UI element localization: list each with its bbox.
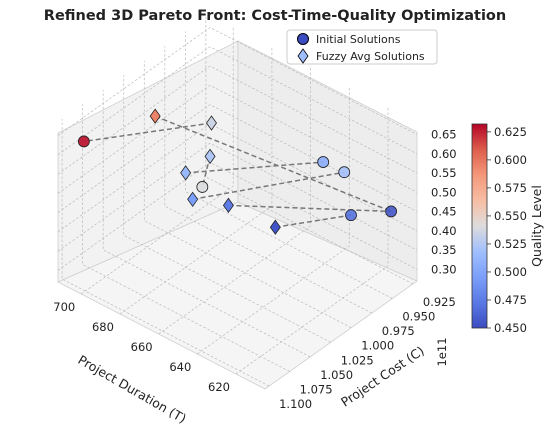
z-tick-label: 0.55 (431, 166, 457, 180)
initial-solution-point (317, 156, 330, 168)
z-tick-label: 0.30 (431, 262, 457, 276)
z-tick-label: 0.45 (431, 205, 457, 219)
x-tick-label: 0.975 (382, 324, 415, 338)
grid-line-x (205, 16, 414, 285)
y-tick-label: 680 (92, 320, 114, 334)
grid-line-x (123, 75, 331, 343)
colorbar-label: Quality Level (529, 185, 544, 267)
colorbar-tick-label: 0.600 (494, 153, 527, 167)
grid-line-z (57, 46, 418, 156)
y-tick-label: 620 (208, 380, 230, 394)
x-tick-label: 1.100 (279, 397, 312, 411)
grid-line-x (61, 119, 270, 387)
fuzzy-avg-point (222, 197, 234, 214)
colorbar-tick-label: 0.625 (494, 125, 527, 139)
legend-fuzzy-marker (297, 48, 309, 64)
grid-line-z (57, 27, 418, 136)
axis-ticks: 0.9250.9500.9751.0001.0251.0501.0751.100… (53, 127, 456, 411)
x-axis-offset-label: 1e11 (435, 337, 449, 366)
legend: Initial Solutions Fuzzy Avg Solutions (286, 29, 438, 65)
legend-box (286, 29, 438, 65)
grid-line-x (164, 46, 372, 314)
colorbar: 0.450 0.475 0.500 0.525 0.550 0.575 0.600 0.625… (471, 123, 544, 335)
x-tick-label: 1.025 (341, 353, 374, 367)
colorbar-tick-label: 0.575 (494, 181, 527, 195)
initial-solution-point (77, 135, 90, 148)
grid-line-y (119, 46, 273, 315)
data-points (77, 108, 398, 235)
colorbar-gradient (471, 123, 488, 329)
y-tick-label: 660 (131, 340, 153, 354)
z-tick-label: 0.40 (431, 224, 457, 238)
x-tick-label: 0.950 (402, 310, 435, 324)
grid-line-z (57, 84, 418, 194)
colorbar-ticks: 0.450 0.475 0.500 0.525 0.550 0.575 0.600 0.625 (487, 125, 527, 335)
initial-solution-point (338, 166, 351, 179)
x-tick-label: 1.075 (300, 382, 333, 396)
connection-line (83, 122, 212, 143)
colorbar-tick-label: 0.550 (494, 209, 527, 223)
axis-panes (57, 40, 418, 390)
x-tick-label: 0.925 (423, 295, 456, 309)
grid-line-x (143, 60, 352, 329)
chart-title: Refined 3D Pareto Front: Cost-Time-Quali… (44, 8, 506, 24)
initial-solution-point (196, 181, 209, 193)
grid-line-y (158, 66, 311, 335)
fuzzy-avg-point (204, 148, 216, 165)
legend-initial-label: Initial Solutions (316, 33, 401, 46)
colorbar-tick-label: 0.500 (494, 265, 527, 279)
z-tick-label: 0.65 (431, 127, 457, 141)
y-tick-label: 640 (169, 360, 191, 374)
connection-line (228, 204, 392, 213)
initial-solution-point (345, 209, 357, 222)
grid-line-x (82, 104, 290, 372)
fuzzy-avg-point (180, 165, 192, 181)
fuzzy-avg-point (205, 115, 217, 131)
grid-line-y (81, 26, 234, 295)
connection-line (192, 171, 345, 201)
initial-solution-point (385, 205, 398, 218)
y-tick-label: 700 (53, 300, 75, 314)
grid-line-z (57, 104, 418, 213)
fuzzy-avg-point (187, 191, 199, 207)
x-tick-label: 1.050 (320, 368, 353, 382)
x-tick-label: 1.000 (361, 339, 394, 353)
colorbar-tick-label: 0.475 (494, 293, 527, 307)
legend-fuzzy-label: Fuzzy Avg Solutions (316, 50, 425, 63)
connection-line (275, 214, 352, 228)
z-tick-label: 0.35 (431, 243, 457, 257)
colorbar-tick-label: 0.525 (494, 237, 527, 251)
grid-line-y (197, 86, 350, 355)
fuzzy-avg-point (269, 219, 281, 235)
z-tick-label: 0.60 (431, 147, 457, 161)
connection-line (154, 115, 392, 213)
z-tick-label: 0.50 (431, 185, 457, 199)
grid-line-x (102, 89, 311, 358)
grid-line-y (235, 106, 389, 375)
fuzzy-avg-point (149, 108, 161, 124)
grid-line-x (185, 31, 393, 299)
grid-line-z (57, 65, 418, 175)
grid-line-z (57, 142, 418, 252)
colorbar-tick-label: 0.450 (494, 321, 527, 335)
legend-initial-marker (297, 33, 309, 45)
connection-line (185, 161, 324, 174)
